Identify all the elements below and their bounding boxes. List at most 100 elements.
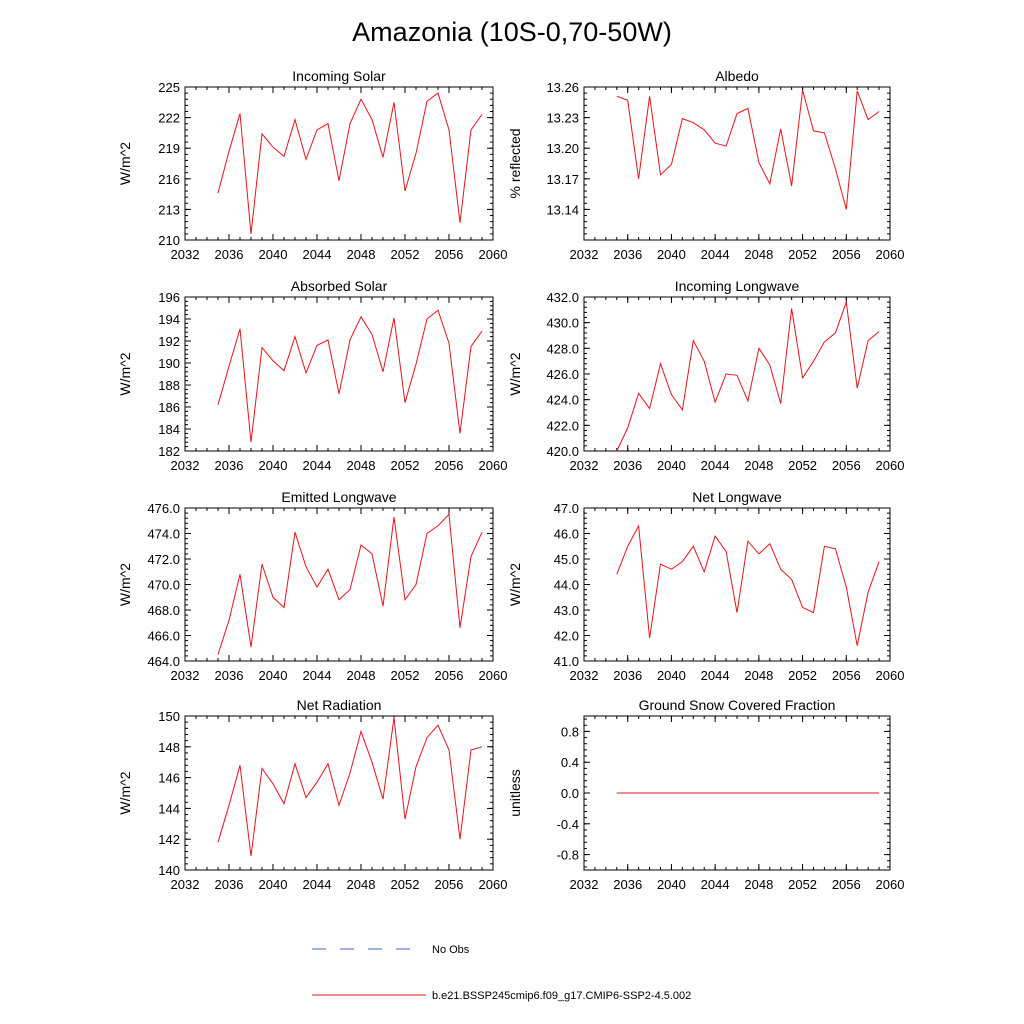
x-tick-label: 2036 (613, 458, 642, 473)
y-axis-label: W/m^2 (117, 771, 133, 814)
x-tick-label: 2040 (657, 247, 686, 262)
y-tick-label: 192 (158, 334, 180, 349)
y-axis-label: W/m^2 (507, 563, 523, 606)
y-tick-label: 432.0 (546, 290, 579, 305)
y-tick-label: 47.0 (554, 501, 579, 516)
y-tick-label: 225 (158, 80, 180, 95)
x-tick-label: 2060 (876, 877, 905, 892)
x-tick-label: 2040 (259, 877, 288, 892)
x-tick-label: 2040 (657, 877, 686, 892)
x-tick-label: 2036 (215, 877, 244, 892)
plot-frame (184, 296, 494, 452)
x-tick-label: 2036 (215, 458, 244, 473)
y-tick-label: 0.4 (561, 755, 579, 770)
y-tick-label: 219 (158, 141, 180, 156)
x-tick-label: 2044 (701, 668, 730, 683)
panel-title: Absorbed Solar (291, 278, 388, 294)
series-line (616, 89, 880, 210)
y-tick-label: 222 (158, 111, 180, 126)
y-tick-label: 46.0 (554, 527, 579, 542)
x-tick-label: 2056 (832, 458, 861, 473)
y-tick-label: 142 (158, 832, 180, 847)
x-tick-label: 2052 (788, 247, 817, 262)
x-tick-label: 2060 (479, 247, 508, 262)
x-tick-label: 2044 (303, 877, 332, 892)
y-tick-label: 468.0 (147, 603, 180, 618)
y-axis-label: W/m^2 (117, 352, 133, 395)
x-tick-label: 2056 (832, 247, 861, 262)
y-tick-label: 466.0 (147, 629, 180, 644)
x-tick-label: 2032 (570, 877, 599, 892)
x-tick-label: 2048 (347, 247, 376, 262)
x-tick-label: 2048 (347, 458, 376, 473)
x-tick-label: 2044 (701, 247, 730, 262)
panel-title: Ground Snow Covered Fraction (639, 697, 836, 713)
x-tick-label: 2036 (613, 247, 642, 262)
x-tick-label: 2044 (701, 877, 730, 892)
y-tick-label: 420.0 (546, 444, 579, 459)
y-tick-label: 430.0 (546, 316, 579, 331)
x-tick-label: 2052 (391, 668, 420, 683)
panels-group: Incoming Solar 2032 2036 2040 2044 2048 2052 20… (117, 68, 904, 892)
y-tick-label: 13.14 (546, 202, 579, 217)
x-tick-label: 2032 (171, 668, 200, 683)
legend-no-obs-label: No Obs (432, 944, 470, 956)
y-tick-label: 476.0 (147, 501, 180, 516)
series-line (217, 92, 483, 234)
legend: No Obs b.e21.BSSP245cmip6.f09_g17.CMIP6-… (312, 944, 691, 1002)
x-tick-label: 2040 (657, 458, 686, 473)
y-tick-label: 13.23 (546, 111, 579, 126)
panel-title: Incoming Longwave (675, 278, 800, 294)
plot-frame (583, 296, 891, 452)
x-tick-label: 2060 (876, 458, 905, 473)
x-tick-label: 2036 (613, 877, 642, 892)
x-tick-label: 2032 (171, 458, 200, 473)
plot-frame (583, 507, 891, 662)
y-tick-label: 190 (158, 356, 180, 371)
x-tick-label: 2044 (701, 458, 730, 473)
x-tick-label: 2044 (303, 668, 332, 683)
y-tick-label: 43.0 (554, 603, 579, 618)
x-tick-label: 2060 (876, 668, 905, 683)
x-tick-label: 2032 (171, 247, 200, 262)
y-tick-label: 474.0 (147, 527, 180, 542)
plot-frame (184, 507, 494, 662)
y-tick-label: -0.8 (557, 848, 579, 863)
x-tick-label: 2056 (832, 877, 861, 892)
x-tick-label: 2032 (570, 247, 599, 262)
plot-frame (583, 86, 891, 241)
x-tick-label: 2048 (347, 668, 376, 683)
x-tick-label: 2048 (744, 247, 773, 262)
legend-model-label: b.e21.BSSP245cmip6.f09_g17.CMIP6-SSP2-4.… (432, 990, 691, 1002)
x-tick-label: 2048 (744, 877, 773, 892)
x-tick-label: 2032 (570, 668, 599, 683)
x-tick-label: 2060 (479, 877, 508, 892)
series-line (616, 301, 880, 452)
x-tick-label: 2056 (435, 458, 464, 473)
panel-title: Incoming Solar (292, 68, 386, 84)
x-tick-label: 2048 (744, 458, 773, 473)
series-line (217, 309, 483, 443)
x-tick-label: 2052 (391, 877, 420, 892)
plot-frame (184, 715, 494, 871)
y-tick-label: 0.8 (561, 724, 579, 739)
x-tick-label: 2040 (259, 668, 288, 683)
y-tick-label: 41.0 (554, 654, 579, 669)
panel-absorbed-solar: Absorbed Solar 2032 2036 2040 2044 2048 2052 20… (117, 278, 507, 473)
x-tick-label: 2056 (435, 877, 464, 892)
panel-title: Net Radiation (297, 697, 382, 713)
panel-incoming-longwave: Incoming Longwave 2032 2036 2040 2044 2048 205… (507, 278, 904, 473)
x-tick-label: 2060 (876, 247, 905, 262)
x-tick-label: 2056 (435, 247, 464, 262)
y-tick-label: 213 (158, 202, 180, 217)
y-tick-label: 422.0 (546, 418, 579, 433)
y-axis-label: W/m^2 (507, 352, 523, 395)
y-axis-label: W/m^2 (117, 563, 133, 606)
panel-ground-snow-covered-fraction: Ground Snow Covered Fraction 2032 2036 2040… (507, 697, 904, 892)
panel-albedo: Albedo 2032 2036 2040 2044 2048 2052 2056 2060 13… (507, 68, 904, 262)
x-tick-label: 2040 (657, 668, 686, 683)
series-line (217, 513, 483, 655)
y-tick-label: 188 (158, 378, 180, 393)
y-tick-label: 182 (158, 444, 180, 459)
y-tick-label: 184 (158, 422, 180, 437)
